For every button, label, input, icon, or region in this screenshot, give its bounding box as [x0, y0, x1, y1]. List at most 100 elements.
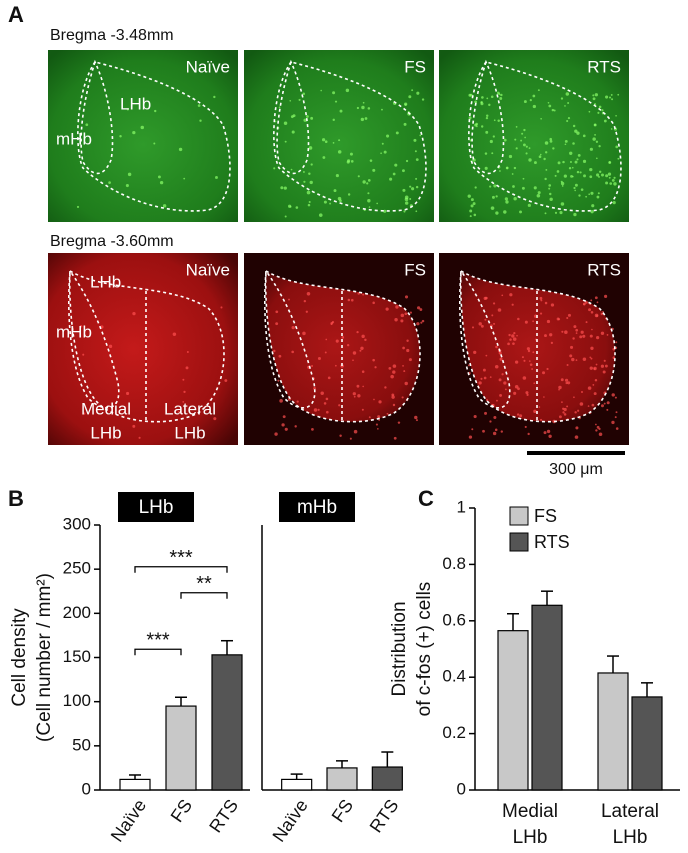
speckle [469, 209, 473, 213]
speckle [558, 388, 560, 391]
speckle [341, 336, 345, 339]
speckle [346, 160, 350, 164]
speckle [394, 318, 398, 322]
speckle [401, 396, 404, 399]
speckle [338, 139, 341, 142]
speckle [528, 158, 532, 162]
speckle [495, 195, 498, 198]
speckle [523, 359, 526, 362]
speckle [331, 320, 335, 324]
speckle [543, 157, 546, 161]
condition-label: FS [404, 57, 426, 76]
y-tick-label: 0.4 [442, 667, 466, 686]
speckle [504, 197, 508, 201]
error-bar [507, 613, 519, 631]
speckle [484, 166, 488, 170]
speckle [544, 212, 547, 215]
speckle [284, 140, 287, 143]
speckle [574, 183, 578, 187]
speckle [381, 142, 384, 145]
speckle [372, 358, 375, 362]
bar [597, 672, 629, 791]
speckle [126, 391, 130, 395]
error-bar [336, 760, 348, 768]
speckle [564, 105, 566, 107]
speckle [420, 321, 423, 324]
speckle [566, 363, 569, 366]
speckle [499, 357, 503, 361]
speckle [367, 107, 371, 110]
speckle [288, 204, 292, 208]
speckle [481, 96, 484, 99]
speckle [306, 190, 311, 195]
bar [326, 767, 358, 791]
speckle [571, 357, 575, 362]
speckle [402, 188, 406, 192]
panel-label: B [8, 486, 24, 511]
speckle [550, 341, 554, 344]
speckle [376, 202, 379, 205]
speckle [489, 420, 492, 423]
speckle [574, 160, 578, 164]
speckle [491, 195, 495, 199]
speckle [594, 423, 597, 426]
speckle [611, 178, 615, 182]
speckle [544, 334, 547, 338]
speckle [528, 360, 531, 362]
speckle [360, 117, 365, 122]
speckle [589, 334, 593, 338]
speckle [508, 154, 513, 159]
speckle [605, 181, 609, 185]
speckle [177, 411, 180, 413]
tissue [265, 271, 421, 422]
speckle [321, 138, 326, 142]
speckle [549, 139, 553, 143]
speckle [79, 324, 83, 328]
speckle [485, 114, 489, 118]
speckle [521, 132, 524, 135]
speckle [564, 378, 569, 382]
region-label: mHb [56, 322, 92, 341]
speckle [199, 119, 202, 122]
speckle [317, 356, 321, 360]
speckle [415, 185, 419, 189]
speckle [577, 153, 581, 157]
speckle [605, 174, 609, 178]
speckle [594, 296, 598, 300]
speckle [615, 411, 618, 414]
speckle [404, 195, 409, 200]
speckle [596, 425, 600, 429]
speckle [395, 131, 399, 135]
speckle [411, 89, 414, 92]
speckle [540, 117, 542, 120]
speckle [592, 97, 596, 101]
speckle [573, 325, 577, 329]
speckle [512, 342, 515, 345]
speckle [499, 393, 502, 397]
speckle [352, 392, 356, 396]
speckle [600, 312, 604, 316]
speckle [511, 334, 515, 338]
speckle [606, 408, 609, 411]
region-outline [276, 59, 310, 175]
speckle [419, 134, 422, 137]
speckle [415, 158, 419, 161]
speckle [585, 321, 588, 324]
speckle [275, 310, 279, 314]
speckle [325, 338, 328, 341]
speckle [313, 408, 318, 412]
speckle [352, 351, 357, 355]
speckle [591, 204, 595, 208]
speckle [600, 331, 605, 335]
speckle [503, 210, 507, 214]
speckle [496, 399, 498, 402]
speckle [498, 93, 501, 96]
speckle [291, 350, 294, 354]
speckle [523, 100, 527, 104]
speckle [549, 197, 553, 202]
speckle [284, 427, 288, 431]
chart-title: LHb [139, 497, 174, 518]
speckle [408, 358, 412, 362]
speckle [283, 121, 288, 126]
speckle [543, 431, 547, 435]
